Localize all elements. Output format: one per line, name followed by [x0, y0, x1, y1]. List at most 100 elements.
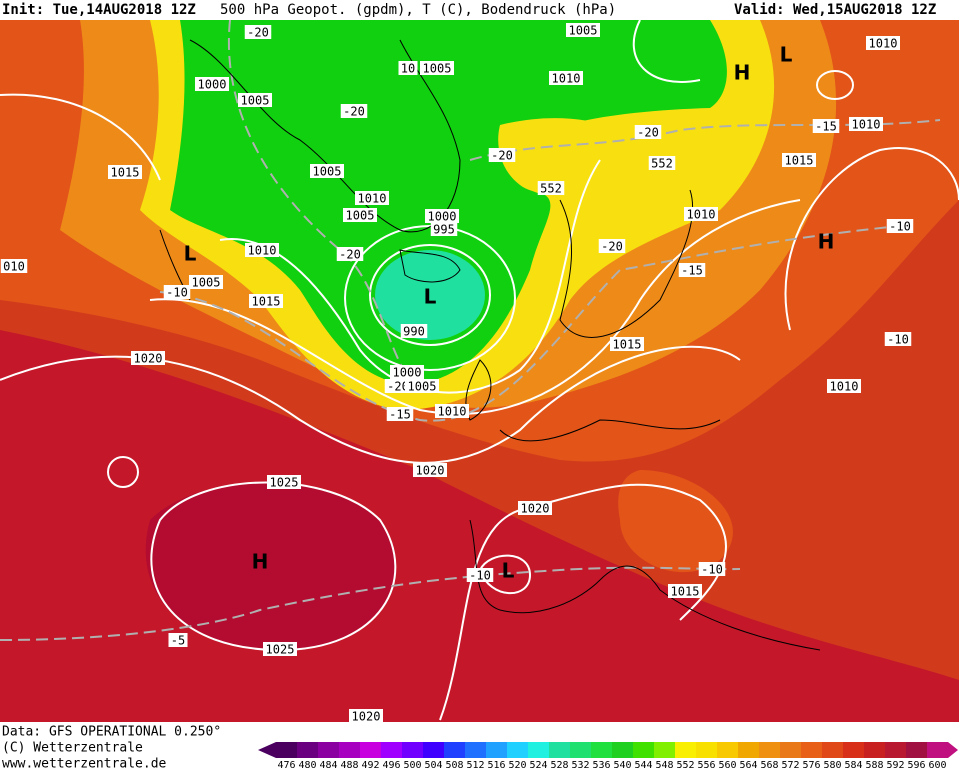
coastline-iceland	[399, 249, 461, 283]
colorbar-label: 564	[739, 760, 757, 770]
contour-label: -15	[389, 408, 411, 422]
isobar	[478, 554, 532, 595]
colorbar-label: 544	[634, 760, 652, 770]
label-box	[684, 207, 718, 221]
label-box	[518, 501, 552, 515]
contour-label: 1010	[830, 380, 859, 394]
colorbar-swatch	[402, 742, 423, 758]
contour-label: 1020	[134, 352, 163, 366]
colorbar-label: 588	[865, 760, 883, 770]
colorbar-label: 496	[382, 760, 400, 770]
contour-label: -20	[601, 240, 623, 254]
contour-label: 1015	[111, 166, 140, 180]
label-box	[263, 642, 297, 656]
contour-label: 990	[403, 325, 425, 339]
colorbar-swatch	[885, 742, 906, 758]
label-box	[488, 148, 516, 162]
colorbar-swatch	[360, 742, 381, 758]
colorbar-swatch	[507, 742, 528, 758]
isobar	[0, 93, 161, 181]
field-dark	[145, 482, 396, 650]
isobar	[344, 225, 516, 371]
field-green	[170, 20, 727, 385]
colorbar-label: 548	[655, 760, 673, 770]
label-box	[386, 407, 414, 421]
label-box	[413, 463, 447, 477]
coastline-scandinavia	[559, 189, 694, 338]
contour-label: -5	[171, 634, 185, 648]
colorbar-swatch	[381, 742, 402, 758]
label-box	[782, 153, 816, 167]
colorbar-swatch	[696, 742, 717, 758]
label-box	[849, 117, 883, 131]
coastline-iberia	[469, 519, 821, 651]
colorbar-swatch	[549, 742, 570, 758]
label-box	[349, 709, 383, 723]
colorbar-label: 580	[823, 760, 841, 770]
coastline-britain	[465, 359, 721, 442]
colorbar-label: 528	[550, 760, 568, 770]
colorbar-swatch	[444, 742, 465, 758]
contour-label: 552	[540, 182, 562, 196]
label-box	[884, 332, 912, 346]
label-box	[648, 156, 676, 170]
contour-label: -15	[681, 264, 703, 278]
colorbar-label: 504	[424, 760, 442, 770]
label-box	[466, 568, 494, 582]
valid-time: Valid: Wed,15AUG2018 12Z	[734, 2, 936, 18]
colorbar-label: 576	[802, 760, 820, 770]
label-box	[249, 294, 283, 308]
contour-label: 1005	[241, 94, 270, 108]
contour-label: 1005	[192, 276, 221, 290]
contour-label: 1000	[198, 78, 227, 92]
label-box	[598, 239, 626, 253]
website: www.wetterzentrale.de	[2, 757, 167, 771]
colorbar-swatch	[633, 742, 654, 758]
colorbar-label: 540	[613, 760, 631, 770]
colorbar-label: 532	[571, 760, 589, 770]
label-box	[131, 351, 165, 365]
colorbar-swatch	[612, 742, 633, 758]
pressure-center: L	[502, 559, 515, 583]
colorbar-swatch	[801, 742, 822, 758]
colorbar-swatch	[717, 742, 738, 758]
contour-label: -20	[247, 26, 269, 40]
label-box	[238, 93, 272, 107]
colorbar-label: 596	[907, 760, 925, 770]
colorbar-label: 520	[508, 760, 526, 770]
colorbar-label: 552	[676, 760, 694, 770]
label-box	[634, 125, 662, 139]
colorbar-label: 484	[319, 760, 337, 770]
label-box	[310, 164, 344, 178]
label-box	[405, 379, 439, 393]
label-box	[866, 36, 900, 50]
init-time: Init: Tue,14AUG2018 12Z	[2, 2, 196, 18]
copyright: (C) Wetterzentrale	[2, 741, 143, 756]
contour-label: 1010	[358, 192, 387, 206]
contour-label: -10	[887, 333, 909, 347]
label-box	[425, 209, 459, 223]
label-box	[245, 243, 279, 257]
colorbar-label: 556	[697, 760, 715, 770]
label-box	[267, 475, 301, 489]
contour-label: 995	[433, 223, 455, 237]
colorbar-swatch	[570, 742, 591, 758]
colorbar: 476 480 484 488 492 496 500 504 508 512 516 520 524 5…	[258, 742, 958, 771]
label-box	[336, 247, 364, 261]
colorbar-swatch	[465, 742, 486, 758]
colorbar-swatch	[864, 742, 885, 758]
label-box	[343, 208, 377, 222]
contour-label: -10	[701, 563, 723, 577]
colorbar-swatch	[528, 742, 549, 758]
label-box	[340, 104, 368, 118]
isotherm	[227, 19, 421, 391]
colorbar-swatch	[339, 742, 360, 758]
colorbar-swatch	[759, 742, 780, 758]
label-box	[435, 404, 469, 418]
contour-label: -20	[491, 149, 513, 163]
contour-label: -20	[339, 248, 361, 262]
colorbar-swatch	[423, 742, 444, 758]
contour-label: -20	[637, 126, 659, 140]
isotherm	[159, 225, 901, 422]
